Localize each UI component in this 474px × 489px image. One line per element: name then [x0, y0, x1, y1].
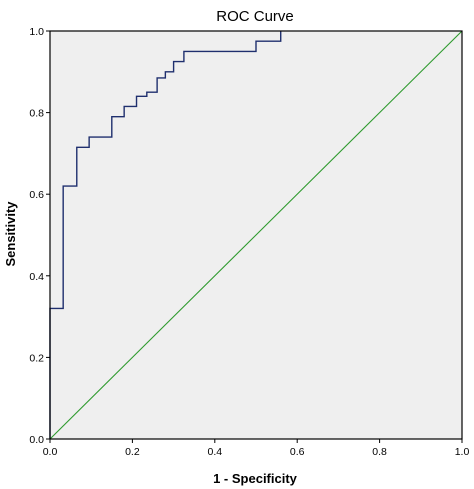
- y-tick-label: 0.0: [29, 434, 44, 446]
- y-tick-label: 0.4: [29, 271, 44, 283]
- x-tick-label: 0.6: [290, 446, 305, 458]
- plot-frame: [49, 30, 463, 440]
- reference-line: [49, 30, 463, 440]
- x-tick-label: 1.0: [455, 446, 470, 458]
- roc-curve: [49, 31, 282, 439]
- chart-title: ROC Curve: [216, 8, 294, 25]
- y-tick-label: 0.6: [29, 189, 44, 201]
- plot-area: 0.0 0.2 0.4 0.6 0.8 1.0 0.0 0.2 0.4 0.6 0.8 1.0: [29, 26, 469, 458]
- x-tick-label: 0.2: [125, 446, 140, 458]
- y-tick-label: 0.8: [29, 108, 44, 120]
- x-tick-label: 0.0: [43, 446, 58, 458]
- y-tick-label: 1.0: [29, 26, 44, 38]
- x-tick-label: 0.4: [207, 446, 222, 458]
- y-axis-label: Sensitivity: [3, 201, 18, 267]
- x-tick-label: 0.8: [372, 446, 387, 458]
- x-axis-label: 1 - Specificity: [213, 471, 298, 486]
- y-tick-label: 0.2: [29, 352, 44, 364]
